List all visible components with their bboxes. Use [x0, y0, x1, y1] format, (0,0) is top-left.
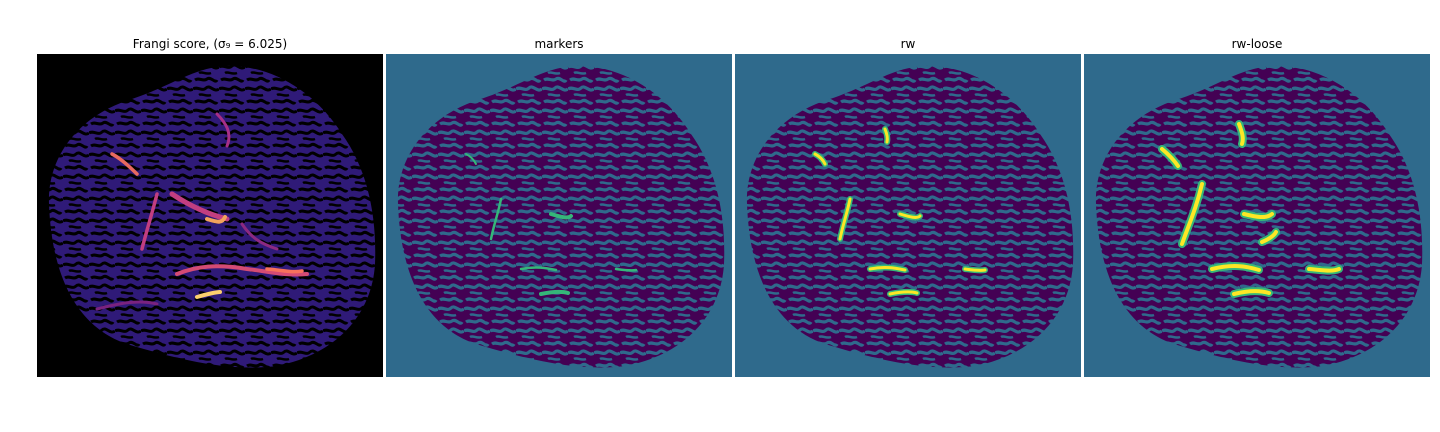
frangi-score-image	[37, 54, 383, 377]
rw-image	[735, 54, 1081, 377]
panel-title-rw-loose: rw-loose	[1231, 37, 1283, 51]
rw-loose-image	[1084, 54, 1430, 377]
panel-title-frangi: Frangi score, (σ₉ = 6.025)	[132, 37, 288, 51]
panel-title-markers: markers	[534, 37, 584, 51]
panel-title-rw: rw	[900, 37, 916, 51]
markers-image	[386, 54, 732, 377]
